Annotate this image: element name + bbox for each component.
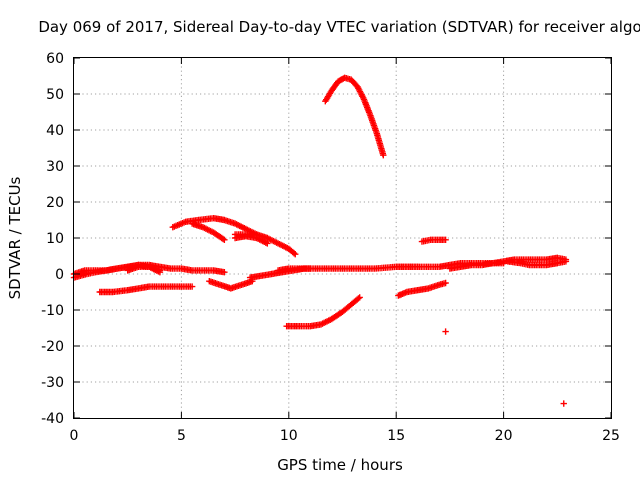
- series-arc-15-left: [169, 215, 260, 238]
- data-point: [560, 400, 567, 407]
- data-point: [500, 260, 507, 267]
- grid-lines: [74, 58, 611, 418]
- data-point: [221, 269, 228, 276]
- axis-ticks: 0 5 10 15 20 25 -40 -30 -20 -10 0 10 20 30 40 50 60: [41, 51, 620, 444]
- y-tick-label: -10: [41, 303, 64, 319]
- data-point: [356, 294, 363, 301]
- series-arc-right-low: [504, 258, 570, 269]
- series-arc-15-branch: [188, 220, 228, 243]
- x-tick-label: 20: [495, 428, 513, 444]
- data-point: [290, 249, 298, 257]
- data-point: [264, 240, 271, 247]
- series-outlier-2: [560, 400, 567, 407]
- data-points: [70, 74, 570, 407]
- series-arc-minus14: [283, 294, 363, 330]
- series-arc-minus5: [96, 283, 196, 296]
- data-point: [562, 258, 570, 265]
- data-point: [380, 152, 387, 159]
- y-tick-label: -20: [41, 339, 64, 355]
- x-tick-label: 0: [70, 428, 79, 444]
- series-outlier-1: [442, 328, 449, 335]
- x-axis-label: GPS time / hours: [277, 456, 403, 474]
- x-tick-label: 25: [602, 428, 620, 444]
- data-point: [442, 236, 449, 243]
- data-point: [188, 283, 196, 290]
- y-tick-label: 60: [46, 51, 64, 67]
- data-point: [219, 235, 227, 243]
- y-tick-label: 40: [46, 123, 64, 139]
- series-arc-left-wave: [124, 263, 164, 274]
- y-tick-label: 10: [46, 231, 64, 247]
- series-arc-dip: [206, 278, 256, 292]
- series-arc-10-mid: [231, 233, 271, 247]
- y-tick-label: -40: [41, 411, 64, 427]
- chart-title: Day 069 of 2017, Sidereal Day-to-day VTE…: [38, 18, 640, 36]
- x-tick-label: 5: [177, 428, 186, 444]
- series-arc-right-band: [446, 260, 507, 272]
- y-axis-label: SDTVAR / TECUs: [6, 176, 24, 299]
- series-arc-plus10-right: [418, 236, 449, 245]
- data-point: [442, 279, 449, 287]
- series-arc-peak: [322, 74, 387, 159]
- data-point: [221, 236, 228, 243]
- x-tick-label: 15: [387, 428, 405, 444]
- y-tick-label: 50: [46, 87, 64, 103]
- y-tick-label: 0: [55, 267, 64, 283]
- y-tick-label: 30: [46, 159, 64, 175]
- x-tick-label: 10: [280, 428, 298, 444]
- y-tick-label: -30: [41, 375, 64, 391]
- y-tick-label: 20: [46, 195, 64, 211]
- data-point: [442, 328, 449, 335]
- data-point: [156, 267, 164, 274]
- data-point: [292, 251, 299, 258]
- plot-frame: [73, 57, 612, 419]
- data-point: [355, 295, 362, 302]
- series-arc-minus5-right: [395, 279, 449, 299]
